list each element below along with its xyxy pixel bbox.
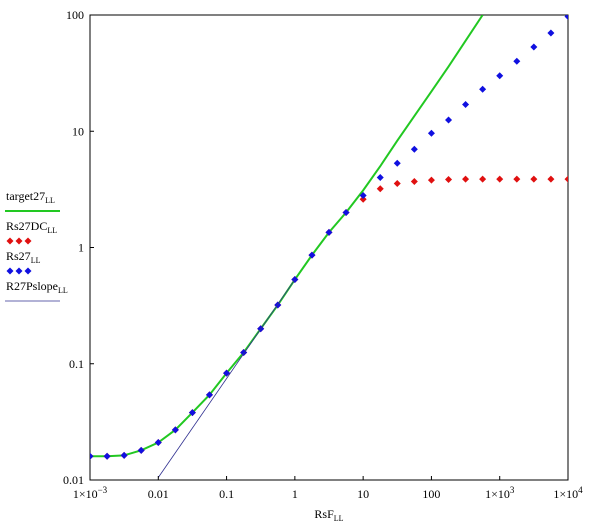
data-point xyxy=(564,175,568,183)
data-point xyxy=(342,209,350,217)
series-line xyxy=(157,279,296,478)
y-tick-label: 0.01 xyxy=(63,473,84,487)
data-point xyxy=(308,251,316,259)
data-point xyxy=(223,369,231,377)
data-point xyxy=(359,195,367,203)
x-axis-label: RsFLL xyxy=(314,507,343,523)
y-tick-label: 10 xyxy=(72,124,84,138)
plot-frame xyxy=(89,14,569,481)
legend-label: target27LL xyxy=(6,189,55,205)
data-point xyxy=(205,391,213,399)
x-tick-label: 0.1 xyxy=(219,487,234,501)
data-point xyxy=(120,451,128,459)
series-line xyxy=(90,15,484,458)
data-point xyxy=(376,185,384,193)
data-point xyxy=(479,175,487,183)
legend-swatch xyxy=(15,237,23,245)
data-point xyxy=(564,15,568,21)
data-point xyxy=(393,180,401,188)
y-tick-label: 1 xyxy=(78,241,84,255)
data-point xyxy=(513,57,521,65)
x-tick-label: 1×10−3 xyxy=(73,485,108,501)
data-point xyxy=(376,174,384,182)
legend-label: Rs27DCLL xyxy=(6,219,57,235)
data-point xyxy=(410,177,418,185)
data-point xyxy=(154,439,162,447)
data-point xyxy=(530,175,538,183)
plot-area xyxy=(90,15,568,478)
data-point xyxy=(359,192,367,200)
y-tick-label: 100 xyxy=(66,8,84,22)
y-tick-label: 0.1 xyxy=(69,357,84,371)
legend-label: Rs27LL xyxy=(6,249,41,265)
legend-swatch xyxy=(6,237,14,245)
legend-swatch xyxy=(6,267,14,275)
data-point xyxy=(427,129,435,137)
data-point xyxy=(513,175,521,183)
x-tick-label: 10 xyxy=(357,487,369,501)
x-tick-label: 0.01 xyxy=(148,487,169,501)
data-point xyxy=(188,409,196,417)
data-point xyxy=(547,175,555,183)
data-point xyxy=(496,175,504,183)
data-point xyxy=(393,159,401,167)
x-tick-label: 1 xyxy=(292,487,298,501)
x-tick-label: 100 xyxy=(422,487,440,501)
data-point xyxy=(462,175,470,183)
data-point xyxy=(171,426,179,434)
data-point xyxy=(137,446,145,454)
x-tick-label: 1×103 xyxy=(485,485,515,501)
data-point xyxy=(90,452,94,460)
data-point xyxy=(325,228,333,236)
data-point xyxy=(103,452,111,460)
legend-label: R27PslopeLL xyxy=(6,279,68,295)
data-point xyxy=(445,116,453,124)
legend-swatch xyxy=(15,267,23,275)
legend-swatch xyxy=(24,267,32,275)
data-point xyxy=(427,176,435,184)
data-point xyxy=(445,175,453,183)
data-point xyxy=(530,43,538,51)
data-point xyxy=(547,29,555,37)
legend-swatch xyxy=(24,237,32,245)
data-point xyxy=(410,145,418,153)
data-point xyxy=(462,100,470,108)
data-point xyxy=(496,72,504,80)
x-tick-label: 1×104 xyxy=(553,485,583,501)
data-point xyxy=(479,85,487,93)
